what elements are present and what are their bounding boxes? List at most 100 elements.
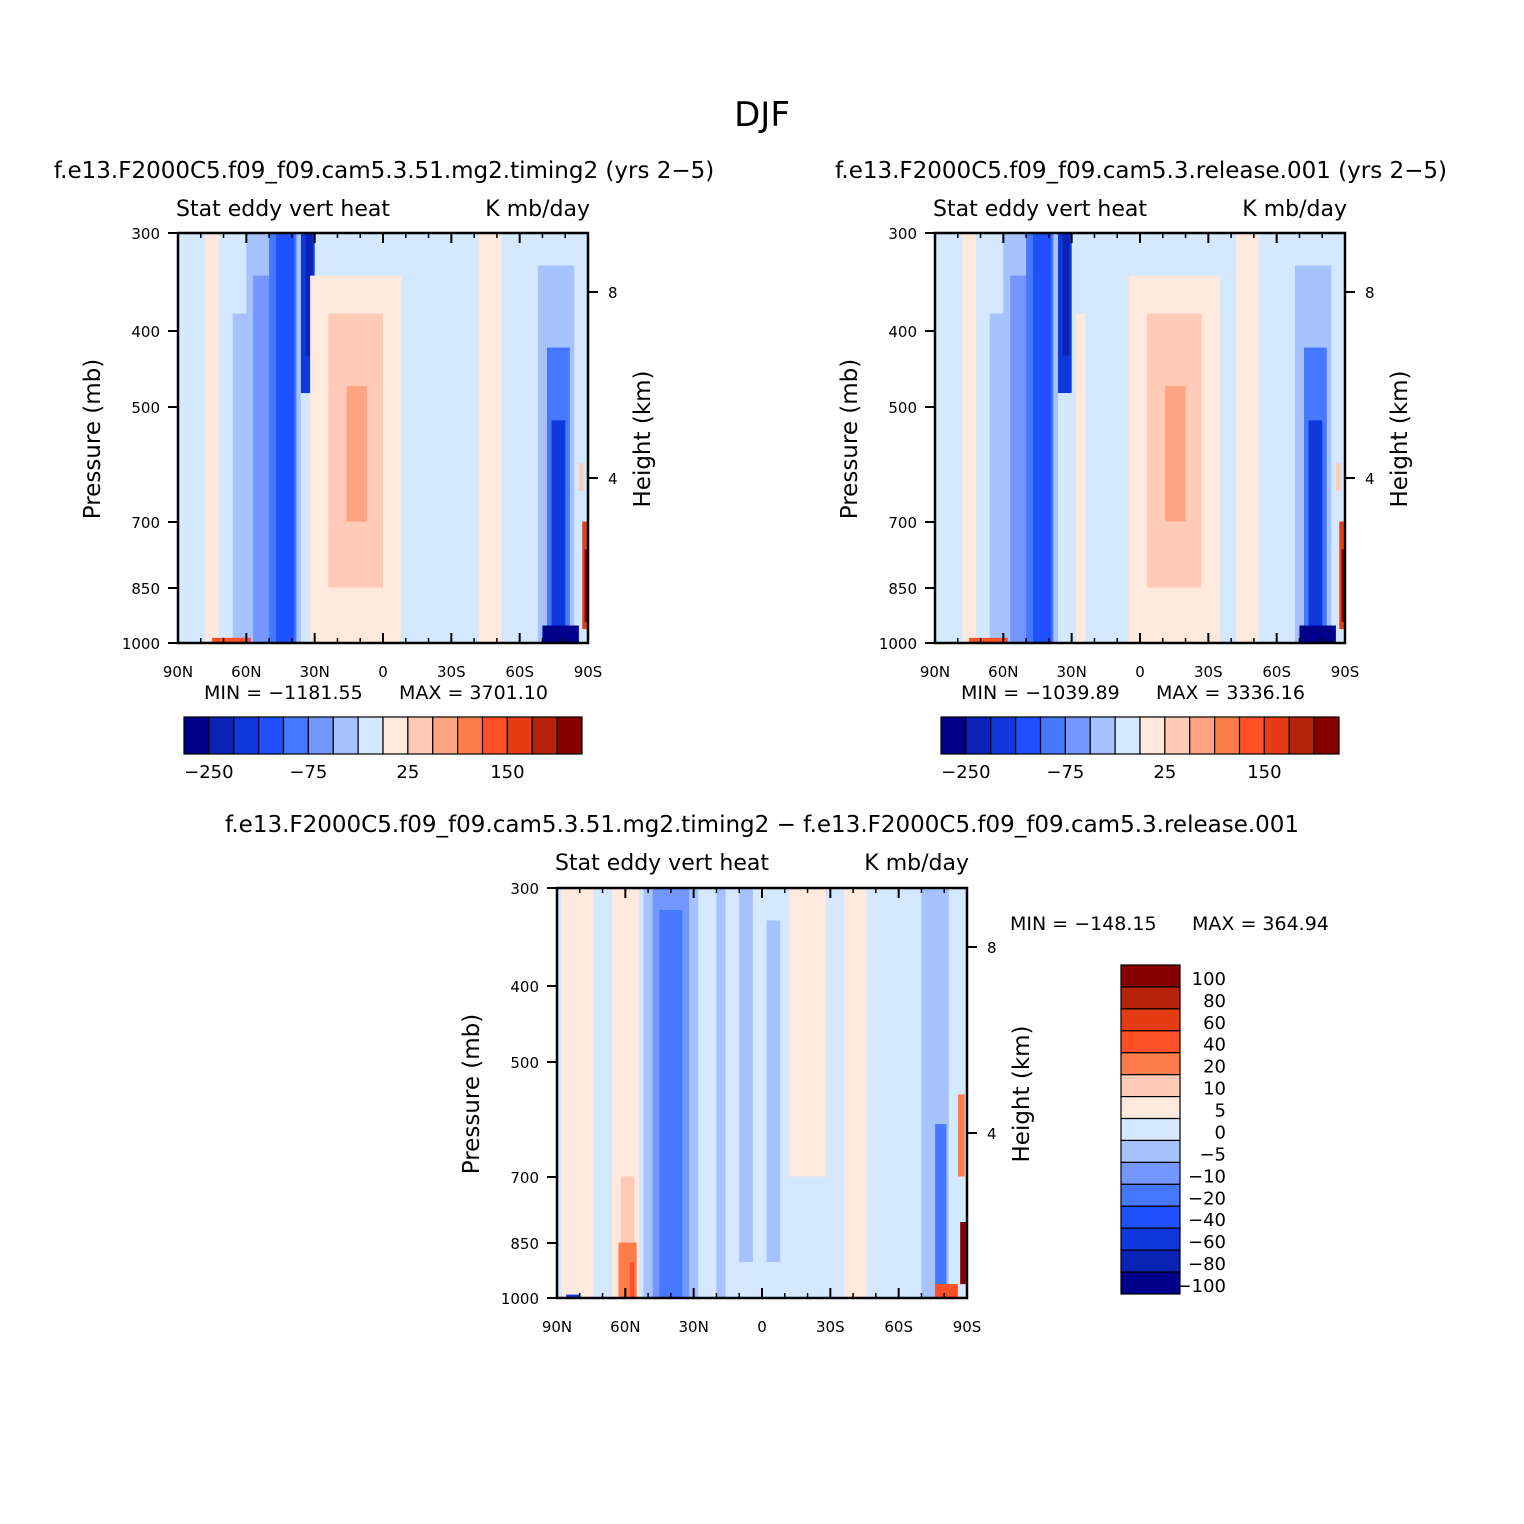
height-tick-label: 4 — [608, 470, 618, 488]
colorbar-box — [208, 716, 235, 755]
panel-1-ylabel-right: Height (km) — [630, 370, 656, 507]
colorbar-box — [1120, 1205, 1181, 1229]
colorbar-box — [1120, 964, 1181, 988]
panel-3-band-11 — [789, 888, 826, 1177]
y-tick-label: 700 — [888, 514, 917, 532]
x-tick-label: 60N — [231, 663, 261, 681]
panel-3-ylabel: Pressure (mb) — [459, 1014, 485, 1174]
y-tick-label: 400 — [131, 323, 160, 341]
y-tick-label: 700 — [131, 514, 160, 532]
colorbar-box — [258, 716, 285, 755]
colorbar-label: −250 — [184, 762, 233, 783]
panel-2-min: MIN = −1039.89 — [961, 682, 1120, 704]
colorbar-box — [432, 716, 459, 755]
colorbar-box — [1120, 1271, 1181, 1295]
colorbar-box — [1120, 1030, 1181, 1054]
panel-2-subtitle-left: Stat eddy vert heat — [933, 197, 1147, 222]
colorbar-box — [1120, 1117, 1181, 1142]
panel-3-band-9 — [739, 888, 753, 1263]
colorbar-label: 25 — [396, 762, 419, 783]
panel-2: f.e13.F2000C5.f09_f09.cam5.3.release.001… — [835, 158, 1447, 783]
panel-1-subtitle-left: Stat eddy vert heat — [176, 197, 390, 222]
x-tick-label: 30N — [1057, 663, 1087, 681]
panel-2-band-7 — [1062, 233, 1070, 356]
panel-3-band-10 — [766, 920, 781, 1263]
colorbar-box — [1089, 716, 1116, 755]
height-tick-label: 4 — [987, 1125, 997, 1143]
colorbar-box — [1120, 1074, 1181, 1098]
colorbar-box — [382, 716, 409, 755]
colorbar-label: −20 — [1188, 1188, 1226, 1209]
panel-2-band-5 — [1032, 233, 1052, 643]
height-tick-label: 4 — [1365, 470, 1375, 488]
y-tick-label: 500 — [510, 1054, 539, 1072]
y-tick-label: 300 — [510, 880, 539, 898]
panel-1-band-19 — [584, 549, 588, 622]
panel-1-band-5 — [275, 233, 295, 643]
panel-2-band-20 — [969, 637, 1008, 643]
x-tick-label: 0 — [378, 663, 388, 681]
panel-2-band-11 — [1165, 385, 1186, 522]
panel-2-band-0 — [962, 233, 976, 643]
colorbar-box — [357, 716, 384, 755]
colorbar-box — [1120, 1052, 1181, 1076]
colorbar-box — [183, 716, 210, 755]
colorbar-box — [940, 716, 967, 755]
x-tick-label: 60S — [884, 1318, 913, 1336]
colorbar-label: −40 — [1188, 1210, 1226, 1231]
colorbar-label: −10 — [1188, 1166, 1226, 1187]
panel-3-ylabel-right: Height (km) — [1009, 1025, 1035, 1162]
panel-1-axes: 90N 60N 30N 0 30S 60S 90S 300 400 500 700 850 1000 8 4 — [122, 225, 618, 681]
panel-2-band-12 — [1235, 233, 1259, 643]
panel-1-band-7 — [305, 233, 313, 356]
colorbar-box — [1120, 1161, 1181, 1185]
y-tick-label: 300 — [131, 225, 160, 243]
colorbar-box — [1120, 1095, 1181, 1120]
y-tick-label: 1000 — [879, 635, 917, 653]
panel-3-band-7 — [659, 909, 683, 1298]
panel-1-band-20 — [212, 637, 251, 643]
colorbar-box — [457, 716, 484, 755]
colorbar-label: −75 — [289, 762, 327, 783]
x-tick-label: 90S — [953, 1318, 982, 1336]
colorbar-box — [1189, 716, 1216, 755]
colorbar-box — [1288, 716, 1315, 755]
colorbar-box — [990, 716, 1017, 755]
colorbar-box — [1120, 986, 1181, 1010]
panel-3-band-17 — [960, 1222, 966, 1285]
panel-1-band-0 — [205, 233, 219, 643]
x-tick-label: 0 — [1135, 663, 1145, 681]
x-tick-label: 30S — [437, 663, 466, 681]
colorbar-box — [1120, 1227, 1181, 1251]
colorbar-box — [1238, 716, 1265, 755]
panel-1-colorbar: −250 −75 25 150 — [183, 716, 583, 783]
panel-1-field — [178, 233, 588, 643]
panel-2-band-18 — [1339, 521, 1344, 630]
x-tick-label: 90N — [920, 663, 950, 681]
height-tick-label: 8 — [608, 284, 618, 302]
colorbar-label: 10 — [1203, 1079, 1226, 1100]
colorbar-box — [1039, 716, 1066, 755]
y-tick-label: 1000 — [501, 1290, 539, 1308]
panel-1-min: MIN = −1181.55 — [204, 682, 363, 704]
panel-3-band-15 — [935, 1284, 958, 1298]
x-tick-label: 60S — [1262, 663, 1291, 681]
x-tick-label: 90S — [574, 663, 603, 681]
panel-1-band-12 — [478, 233, 502, 643]
colorbar-box — [282, 716, 309, 755]
x-tick-label: 60S — [505, 663, 534, 681]
colorbar-label: 25 — [1153, 762, 1176, 783]
colorbar-label: 60 — [1203, 1013, 1226, 1034]
colorbar-box — [332, 716, 359, 755]
panel-3-axes: 90N 60N 30N 0 30S 60S 90S 300 400 500 700 850 1000 8 4 — [501, 880, 997, 1336]
y-tick-label: 500 — [888, 399, 917, 417]
panel-2-ylabel-right: Height (km) — [1387, 370, 1413, 507]
panel-2-band-8 — [1076, 313, 1086, 643]
panel-1-title: f.e13.F2000C5.f09_f09.cam5.3.51.mg2.timi… — [54, 158, 715, 184]
colorbar-label: 150 — [1247, 762, 1281, 783]
colorbar-label: 150 — [490, 762, 524, 783]
colorbar-label: −250 — [941, 762, 990, 783]
figure-title: DJF — [734, 95, 790, 135]
